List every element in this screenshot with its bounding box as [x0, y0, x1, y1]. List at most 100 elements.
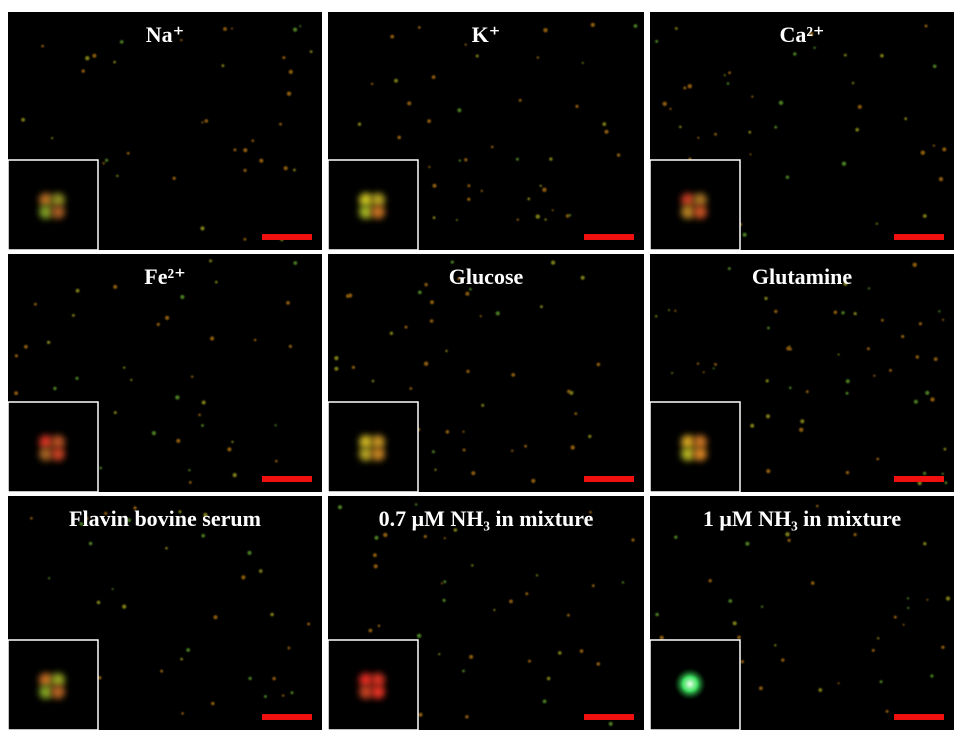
- dot: [390, 35, 394, 39]
- dot: [938, 310, 940, 312]
- dot: [751, 96, 753, 98]
- dot: [786, 347, 790, 351]
- dot: [944, 448, 947, 451]
- dot: [921, 151, 925, 155]
- dot: [528, 660, 531, 663]
- dot: [914, 400, 918, 404]
- dot: [873, 375, 875, 377]
- inset-lobe: [39, 435, 53, 449]
- dot: [774, 644, 776, 646]
- dot: [480, 315, 482, 317]
- dot: [655, 40, 658, 43]
- dot: [842, 162, 846, 166]
- inset-lobe: [39, 673, 53, 687]
- inset-lobe: [371, 435, 385, 449]
- dot: [372, 380, 375, 383]
- dot: [889, 369, 892, 372]
- dot: [112, 588, 114, 590]
- dot: [270, 613, 274, 617]
- dot: [799, 428, 803, 432]
- dot: [543, 700, 547, 704]
- dot: [942, 319, 944, 321]
- dot: [903, 624, 905, 626]
- inset-lobe: [359, 205, 373, 219]
- dot: [549, 157, 552, 160]
- inset-lobe: [39, 447, 53, 461]
- dot: [241, 575, 245, 579]
- dot: [766, 379, 769, 382]
- dot: [880, 680, 883, 683]
- figure: Na⁺K⁺Ca²⁺Fe²⁺GlucoseGlutamineFlavin bovi…: [0, 0, 954, 730]
- inset-lobe: [51, 205, 65, 219]
- dot: [737, 636, 741, 640]
- inset: [328, 640, 418, 730]
- dot: [844, 54, 847, 57]
- dot: [907, 607, 909, 609]
- dot: [933, 65, 937, 69]
- dot: [741, 660, 744, 663]
- dot: [334, 367, 338, 371]
- inset-lobe: [693, 447, 707, 461]
- dot: [152, 431, 156, 435]
- panel: 1 μM NH₃ in mixture: [650, 496, 954, 730]
- scale-bar: [584, 234, 634, 240]
- scale-bar: [584, 476, 634, 482]
- dot: [282, 56, 285, 59]
- inset: [8, 640, 98, 730]
- dot: [806, 390, 809, 393]
- dot: [443, 580, 446, 583]
- inset-lobe: [359, 685, 373, 699]
- dot: [846, 379, 850, 383]
- dot: [227, 447, 231, 451]
- dot: [202, 401, 206, 405]
- inset-lobe: [371, 685, 385, 699]
- dot: [785, 532, 789, 536]
- dot: [432, 75, 436, 79]
- panel: Flavin bovine serum: [8, 496, 322, 730]
- dot: [724, 74, 726, 76]
- dot: [880, 54, 884, 58]
- dot: [48, 577, 50, 579]
- dot: [430, 319, 434, 323]
- dot: [868, 287, 870, 289]
- dot: [405, 326, 408, 329]
- dot: [876, 223, 878, 225]
- inset-lobe: [51, 435, 65, 449]
- dot: [580, 649, 584, 653]
- dot: [99, 467, 102, 470]
- dot: [547, 677, 551, 681]
- dot: [569, 391, 573, 395]
- dot: [542, 188, 546, 192]
- dot: [511, 373, 515, 377]
- inset-lobe: [371, 205, 385, 219]
- dot: [925, 391, 929, 395]
- inset-lobe: [359, 673, 373, 687]
- dot: [456, 219, 458, 221]
- dot: [433, 216, 436, 219]
- dot: [901, 335, 904, 338]
- dot: [471, 564, 473, 566]
- dot: [786, 176, 789, 179]
- dot: [215, 281, 218, 284]
- dot: [407, 101, 411, 105]
- dot: [113, 285, 117, 289]
- dot: [160, 670, 163, 673]
- dot: [445, 350, 447, 352]
- dot: [122, 605, 126, 609]
- dot: [127, 152, 130, 155]
- dot: [198, 414, 201, 417]
- dot: [750, 424, 754, 428]
- dot: [259, 159, 263, 163]
- dot: [582, 62, 584, 64]
- panel: Fe²⁺: [8, 254, 322, 492]
- dot: [103, 162, 105, 164]
- dot: [123, 367, 125, 369]
- inset: [328, 402, 418, 492]
- dot: [894, 616, 897, 619]
- inset-lobe: [359, 435, 373, 449]
- dot: [481, 190, 483, 192]
- dot: [180, 658, 183, 661]
- dot: [674, 310, 676, 312]
- dot: [858, 105, 862, 109]
- dot: [291, 691, 294, 694]
